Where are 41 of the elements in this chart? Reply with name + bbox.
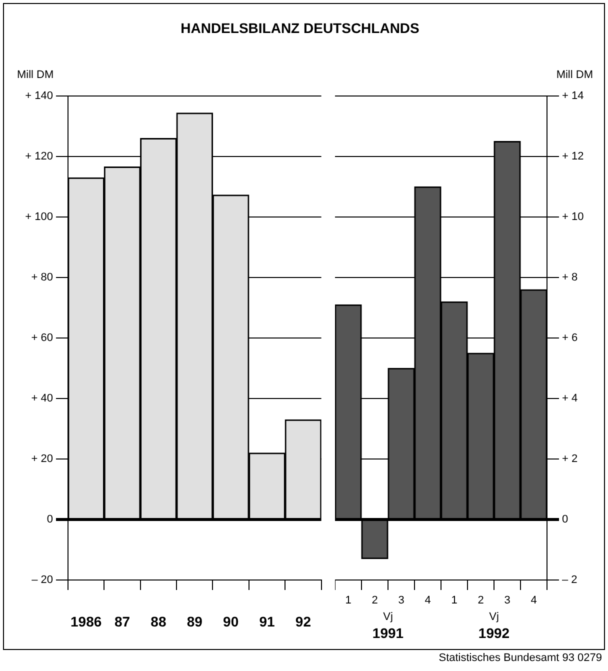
text: Vj [383, 611, 393, 623]
x-tick-label: 1 [345, 594, 352, 607]
text: Statistisches Bundesamt 93 0279 [438, 652, 602, 664]
y-tick-label: + 120 [25, 150, 53, 163]
y-tick-label: + 40 [31, 392, 53, 405]
x-tick-label: 88 [150, 613, 166, 630]
x-tick-label: 2 [372, 594, 378, 607]
x-tick-label: 90 [223, 613, 239, 630]
x-tick-label: 92 [295, 613, 312, 630]
x-tick-label: 2 [478, 594, 484, 607]
y-tick-label: 0 [46, 514, 53, 526]
x-tick-label: 91 [259, 613, 276, 630]
y-tick-label: + 20 [31, 453, 53, 466]
text: 1992 [478, 625, 510, 641]
y-tick-label: + 80 [31, 272, 53, 284]
y2-tick-label: + 14 [562, 90, 584, 102]
x-tick-label: 89 [186, 613, 203, 630]
chart-title: HANDELSBILANZ DEUTSCHLANDS [180, 20, 420, 36]
y2-tick-label: 0 [562, 514, 568, 526]
y-tick-label: + 100 [25, 211, 53, 224]
y-tick-label: + 140 [25, 90, 53, 102]
y2-tick-label: – 2 [562, 574, 578, 586]
y2-tick-label: + 4 [562, 392, 578, 405]
y2-tick-label: + 12 [562, 150, 584, 163]
x-tick-label: 4 [530, 594, 537, 607]
x-tick-label: 3 [398, 594, 404, 607]
x-tick-label: 1986 [70, 613, 102, 630]
y2-tick-label: + 6 [562, 332, 578, 344]
text: Vj [489, 611, 499, 623]
y2-axis-title: Mill DM [556, 69, 593, 81]
y2-tick-label: + 2 [562, 453, 578, 466]
y-tick-label: – 20 [32, 574, 53, 586]
x-tick-label: 87 [114, 613, 130, 630]
x-tick-label: 4 [424, 594, 431, 607]
y2-tick-label: + 10 [562, 211, 584, 224]
x-tick-label: 3 [504, 594, 510, 607]
y2-tick-label: + 8 [562, 272, 578, 284]
text: 1991 [372, 625, 404, 641]
x-tick-label: 1 [451, 594, 458, 607]
y-tick-label: + 60 [31, 332, 53, 344]
y-axis-title: Mill DM [17, 69, 54, 81]
